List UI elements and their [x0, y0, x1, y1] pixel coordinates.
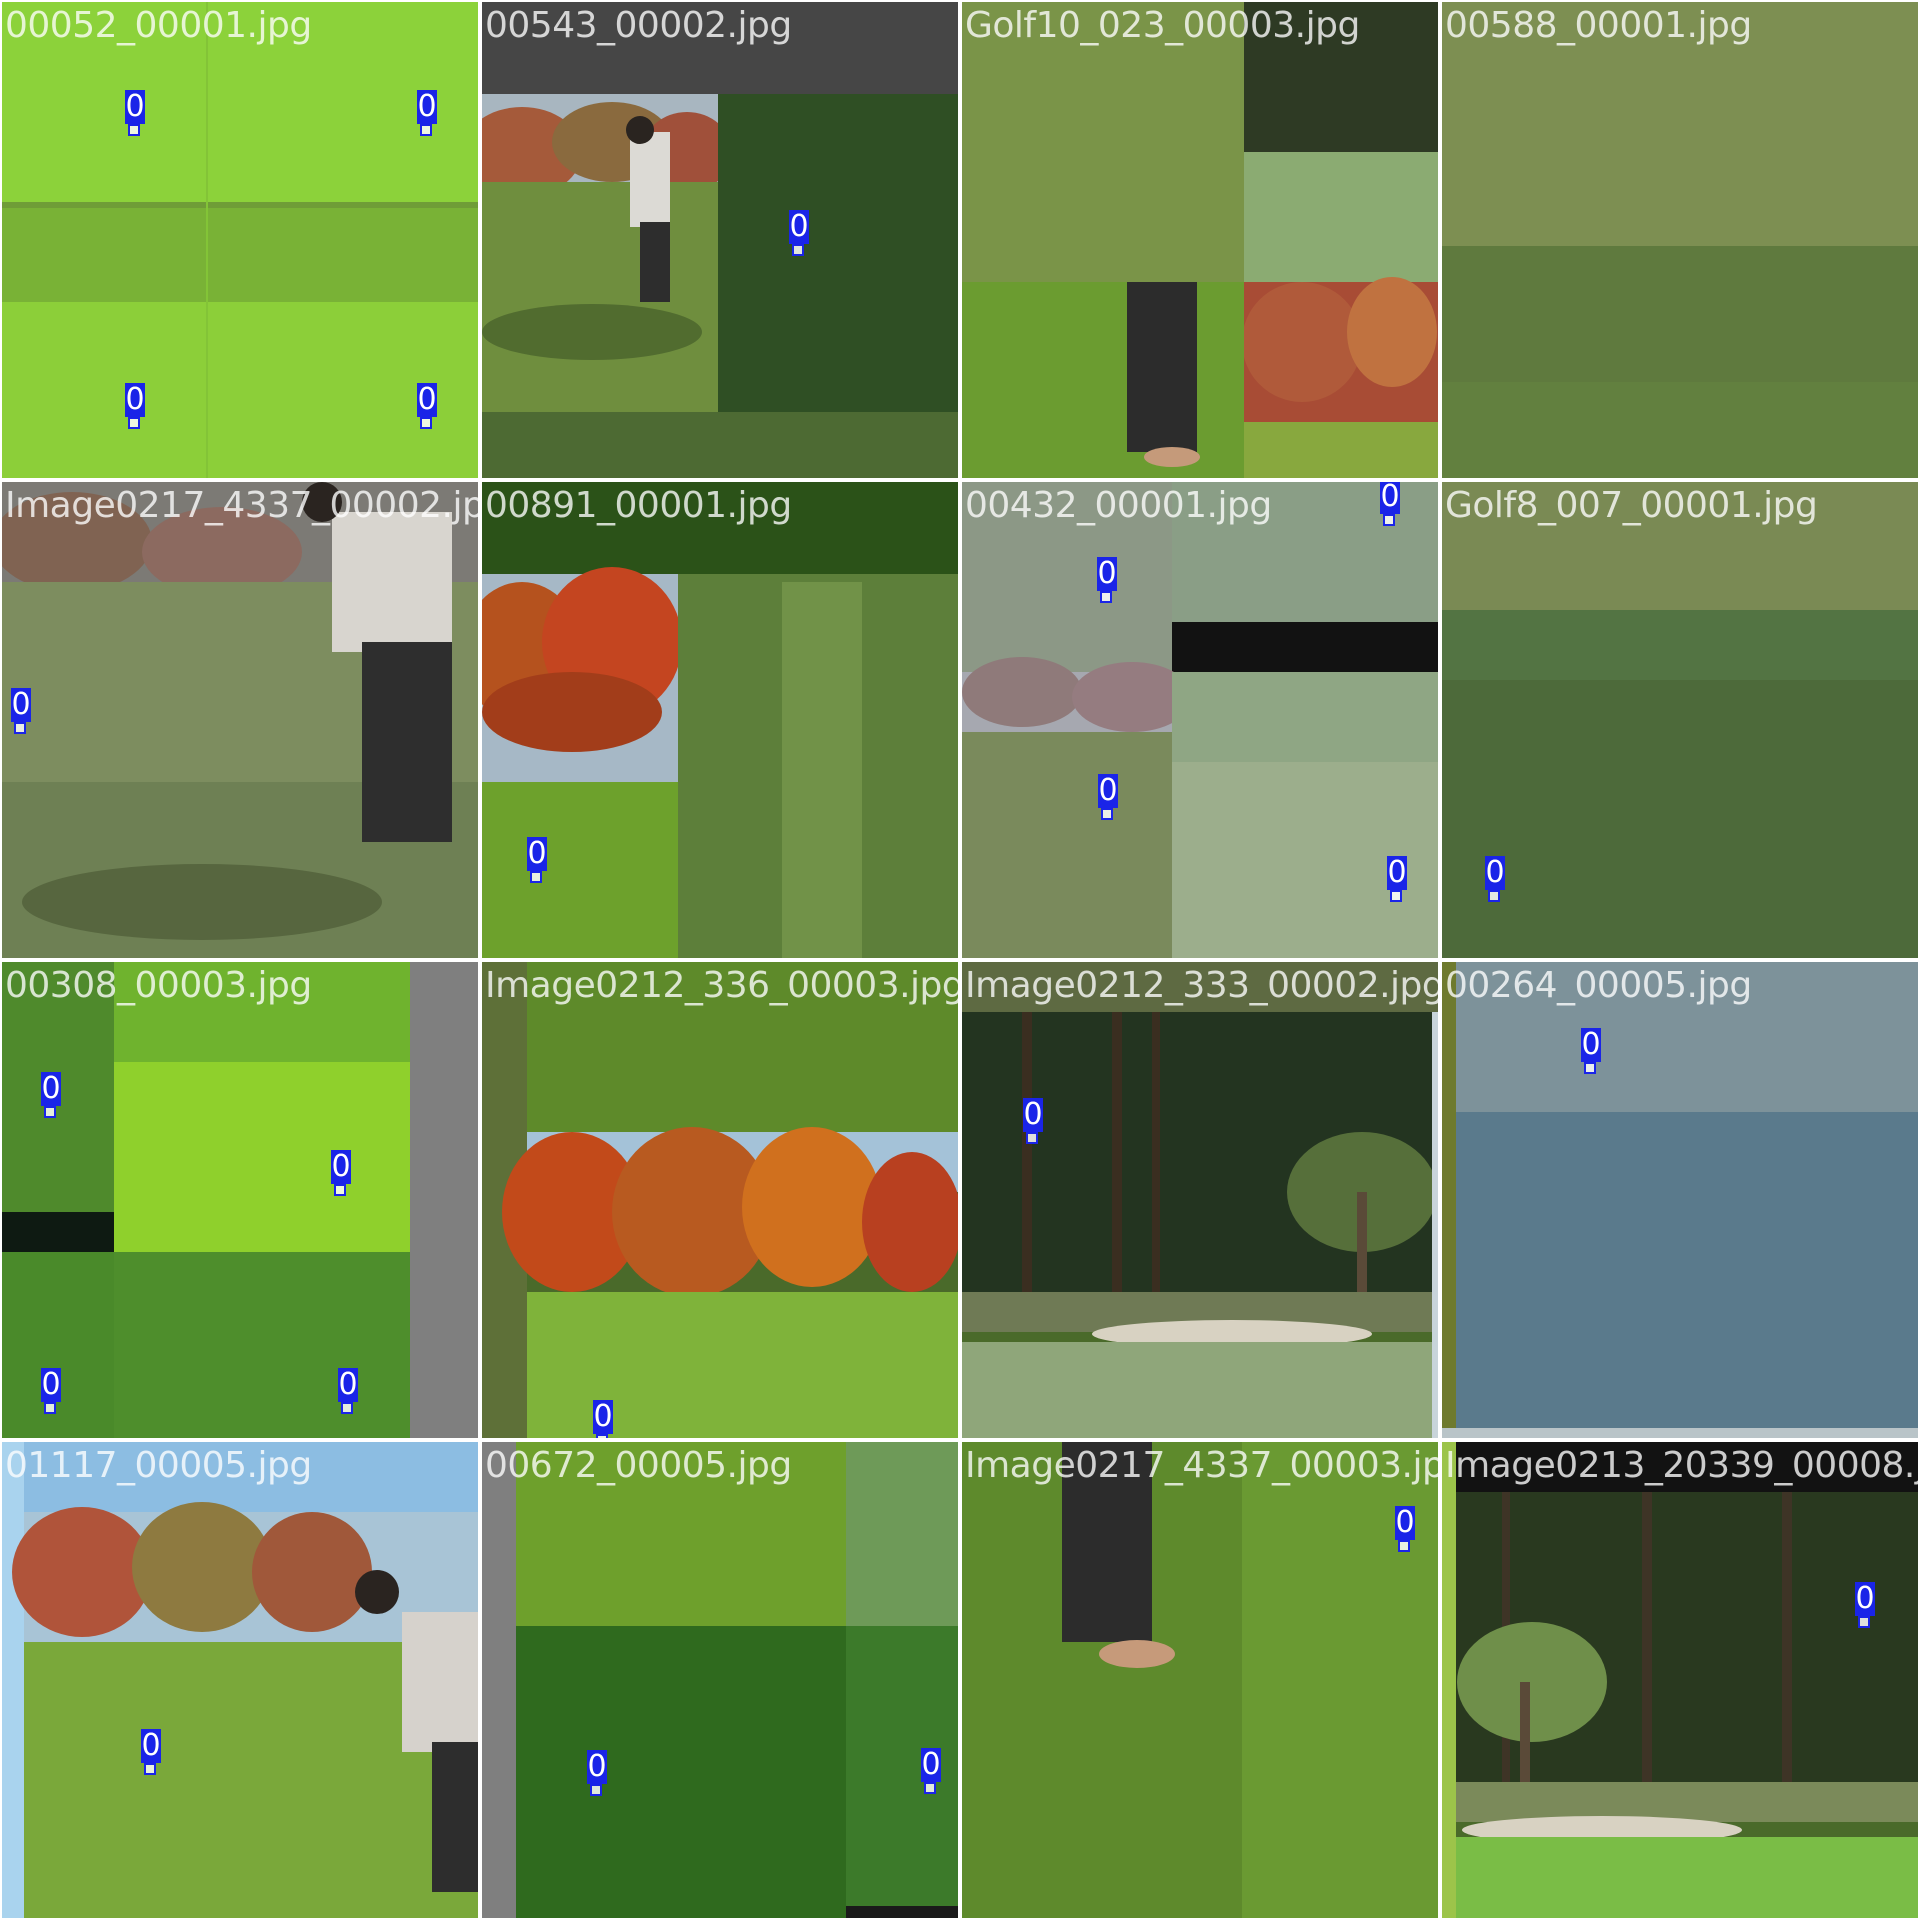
tile-image0217-4337-00002: Image0217_4337_00002.jpg 0: [2, 482, 478, 958]
tile-filename: 00672_00005.jpg: [485, 1445, 792, 1486]
class-label: 0: [1855, 1581, 1875, 1616]
bounding-box: [44, 1106, 56, 1118]
tile-filename: Image0212_336_00003.jpg: [485, 965, 958, 1006]
putting-green-image: [962, 482, 1438, 958]
class-label: 0: [1098, 773, 1118, 808]
class-label: 0: [1581, 1027, 1601, 1062]
bounding-box: [1584, 1062, 1596, 1074]
bounding-box: [596, 1434, 608, 1438]
class-label: 0: [1097, 556, 1117, 591]
bounding-box: [1100, 591, 1112, 603]
class-label: 0: [125, 382, 145, 417]
bounding-box: [530, 871, 542, 883]
tile-00308-00003: 00308_00003.jpg 0 0 0 0: [2, 962, 478, 1438]
bounding-box: [1390, 890, 1402, 902]
bounding-box: [1488, 890, 1500, 902]
tile-image0217-4337-00003: Image0217_4337_00003.jpg 0: [962, 1442, 1438, 1918]
tile-image0212-333-00002: Image0212_333_00002.jpg 0: [962, 962, 1438, 1438]
palm-bunker-image: [1442, 1442, 1918, 1918]
bounding-box: [420, 417, 432, 429]
bounding-box: [128, 124, 140, 136]
tile-filename: 01117_00005.jpg: [5, 1445, 312, 1486]
striped-fairway-image: [2, 962, 478, 1438]
bounding-box: [144, 1763, 156, 1775]
pine-forest-bunker-image: [962, 962, 1438, 1438]
tile-golf10-023-00003: Golf10_023_00003.jpg: [962, 2, 1438, 478]
bounding-box: [924, 1782, 936, 1794]
golfer-image: [482, 2, 958, 478]
bounding-box: [128, 417, 140, 429]
tile-filename: 00891_00001.jpg: [485, 485, 792, 526]
tile-filename: Image0217_4337_00003.jpg: [965, 1445, 1438, 1486]
tile-filename: Golf8_007_00001.jpg: [1445, 485, 1818, 526]
grass-closeup-image: [1442, 2, 1918, 478]
class-label: 0: [587, 1749, 607, 1784]
tile-golf8-007-00001: Golf8_007_00001.jpg 0: [1442, 482, 1918, 958]
tile-00052-00001: 00052_00001.jpg 0 0 0 0: [2, 2, 478, 478]
bounding-box: [14, 722, 26, 734]
class-label: 0: [141, 1728, 161, 1763]
bounding-box: [334, 1184, 346, 1196]
tile-00432-00001: 00432_00001.jpg 0 0 0 0: [962, 482, 1438, 958]
tile-image0212-336-00003: Image0212_336_00003.jpg 0: [482, 962, 958, 1438]
tile-filename: Image0212_333_00002.jpg: [965, 965, 1438, 1006]
class-label: 0: [11, 687, 31, 722]
dark-green-image: [1442, 482, 1918, 958]
bounding-box: [792, 244, 804, 256]
tile-00264-00005: 00264_00005.jpg 0: [1442, 962, 1918, 1438]
tile-00891-00001: 00891_00001.jpg 0: [482, 482, 958, 958]
tile-00588-00001: 00588_00001.jpg: [1442, 2, 1918, 478]
bounding-box: [590, 1784, 602, 1796]
bounding-box: [420, 124, 432, 136]
class-label: 0: [527, 836, 547, 871]
bounding-box: [1858, 1616, 1870, 1628]
motion-blur-golfer-image: [962, 2, 1438, 478]
class-label: 0: [41, 1367, 61, 1402]
tile-filename: 00264_00005.jpg: [1445, 965, 1752, 1006]
class-label: 0: [1395, 1505, 1415, 1540]
blue-gray-image: [1442, 962, 1918, 1438]
tile-filename: 00432_00001.jpg: [965, 485, 1272, 526]
bounding-box: [1383, 514, 1395, 526]
bounding-box: [44, 1402, 56, 1414]
tile-filename: 00588_00001.jpg: [1445, 5, 1752, 46]
tile-image0213-20339-00008: Image0213_20339_00008.jpg 0: [1442, 1442, 1918, 1918]
autumn-fairway-image: [482, 962, 958, 1438]
bounding-box: [1101, 808, 1113, 820]
tile-00543-00002: 00543_00002.jpg 0: [482, 2, 958, 478]
fairway-image: [2, 2, 478, 478]
class-label: 0: [41, 1071, 61, 1106]
green-grass-image: [482, 1442, 958, 1918]
tile-filename: Golf10_023_00003.jpg: [965, 5, 1360, 46]
tile-filename: 00308_00003.jpg: [5, 965, 312, 1006]
bounding-box: [341, 1402, 353, 1414]
bounding-box: [1398, 1540, 1410, 1552]
class-label: 0: [593, 1399, 613, 1434]
class-label: 0: [417, 382, 437, 417]
golfer-autumn-image: [2, 1442, 478, 1918]
tile-01117-00005: 01117_00005.jpg 0: [2, 1442, 478, 1918]
class-label: 0: [1387, 855, 1407, 890]
class-label: 0: [921, 1747, 941, 1782]
tile-filename: Image0213_20339_00008.jpg: [1445, 1445, 1918, 1486]
tile-filename: 00052_00001.jpg: [5, 5, 312, 46]
class-label: 0: [789, 209, 809, 244]
autumn-trees-image: [482, 482, 958, 958]
class-label: 0: [1023, 1097, 1043, 1132]
class-label: 0: [125, 89, 145, 124]
tile-00672-00005: 00672_00005.jpg 0 0: [482, 1442, 958, 1918]
class-label: 0: [1485, 855, 1505, 890]
tile-filename: Image0217_4337_00002.jpg: [5, 485, 478, 526]
bounding-box: [1026, 1132, 1038, 1144]
class-label: 0: [1380, 482, 1400, 514]
class-label: 0: [338, 1367, 358, 1402]
class-label: 0: [417, 89, 437, 124]
class-label: 0: [331, 1149, 351, 1184]
golfer-feet-grass-image: [962, 1442, 1438, 1918]
golfer-swing-image: [2, 482, 478, 958]
tile-filename: 00543_00002.jpg: [485, 5, 792, 46]
